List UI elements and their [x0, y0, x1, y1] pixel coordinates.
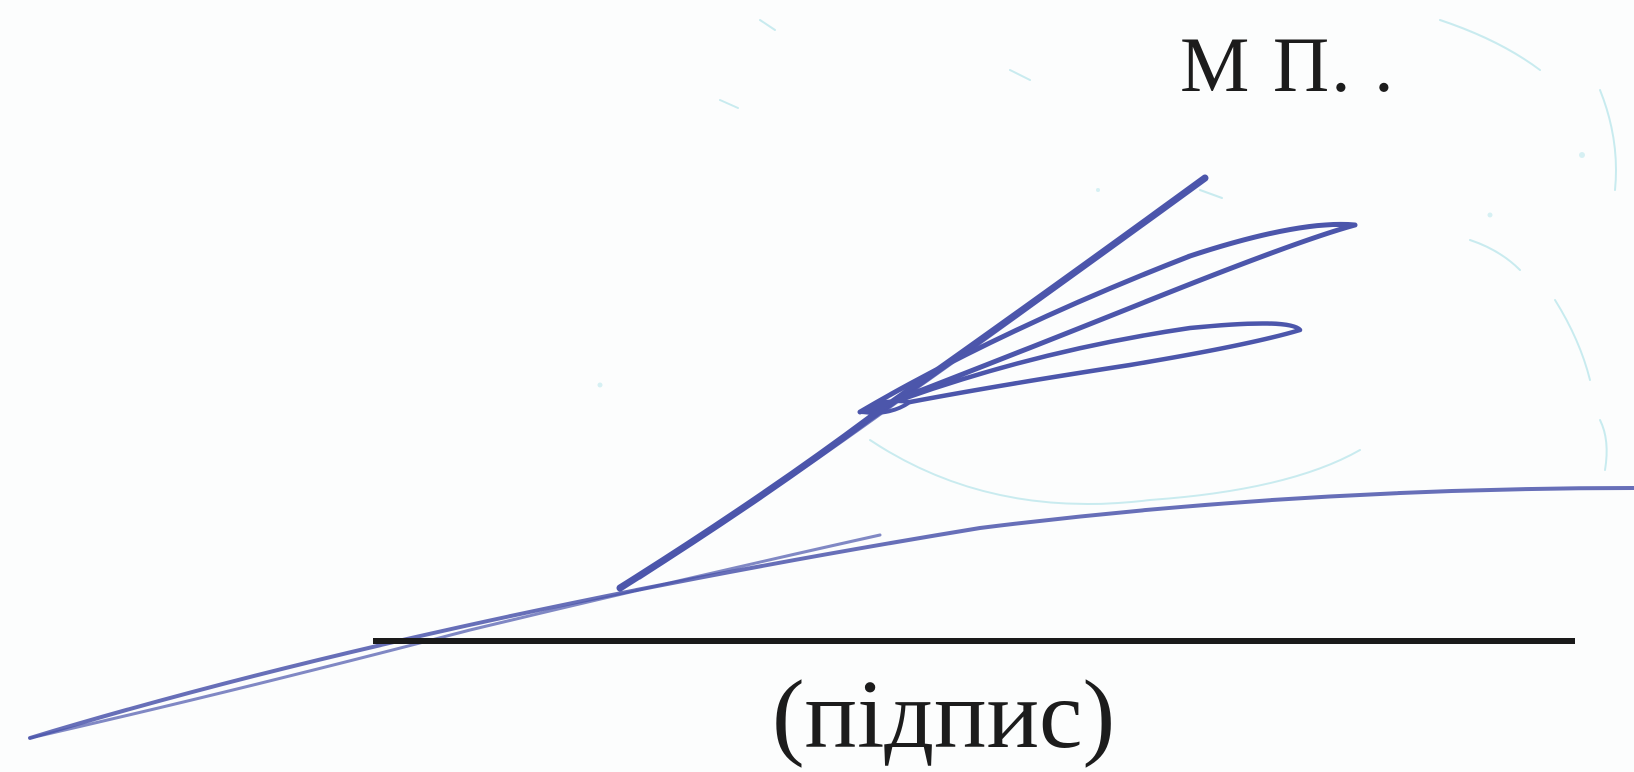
stamp-place-label: М П. . — [1180, 21, 1396, 108]
signature-line — [373, 638, 1575, 644]
signature-caption: (підпис) — [772, 661, 1116, 769]
